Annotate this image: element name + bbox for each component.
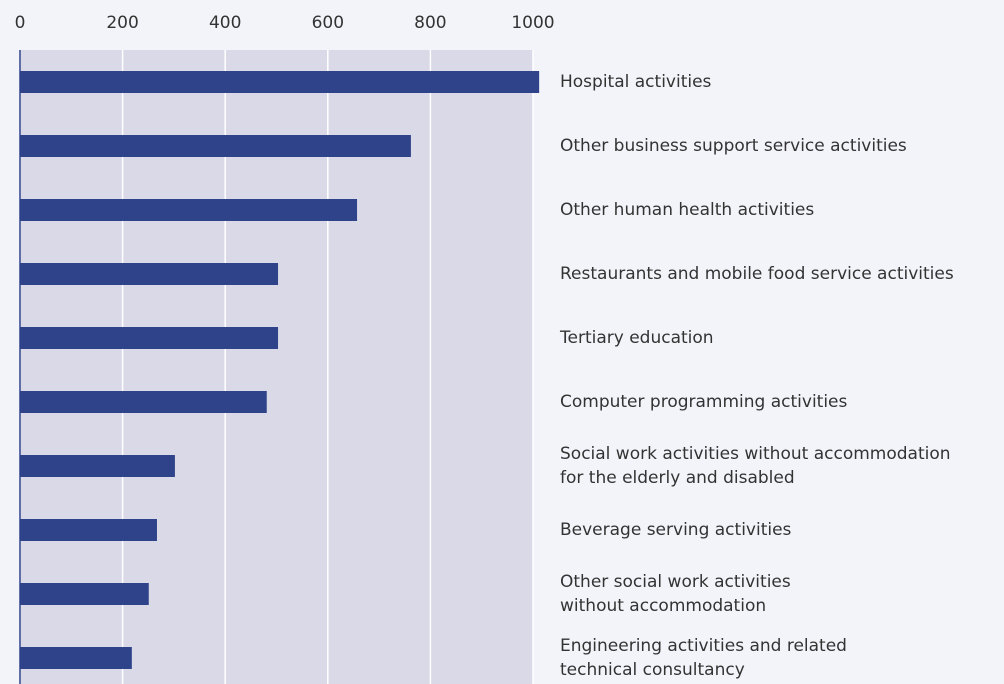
page: 02004006008001000 (() => { const data = …	[0, 0, 1004, 684]
bar	[20, 391, 267, 413]
category-label: Tertiary education	[560, 326, 714, 350]
x-tick-label: 800	[414, 13, 446, 33]
category-label: Beverage serving activities	[560, 518, 791, 542]
bar	[20, 199, 357, 221]
category-label: Social work activities without accommoda…	[560, 442, 951, 490]
category-label: Engineering activities and related techn…	[560, 634, 847, 682]
x-tick-label: 400	[209, 13, 241, 33]
bar	[20, 519, 157, 541]
bar	[20, 327, 278, 349]
category-label: Other social work activities without acc…	[560, 570, 791, 618]
category-label: Other human health activities	[560, 198, 814, 222]
x-tick-label: 600	[312, 13, 344, 33]
x-tick-label: 1000	[511, 13, 554, 33]
bar	[20, 263, 278, 285]
bar	[20, 135, 411, 157]
bar	[20, 647, 132, 669]
x-tick-label: 200	[106, 13, 138, 33]
bar	[20, 583, 149, 605]
chart: 0 200 400 600 800 1000	[0, 0, 1004, 684]
category-label: Computer programming activities	[560, 390, 847, 414]
bar	[20, 71, 539, 93]
x-tick-label: 0	[15, 13, 26, 33]
bar	[20, 455, 175, 477]
category-label: Restaurants and mobile food service acti…	[560, 262, 954, 286]
category-label: Other business support service activitie…	[560, 134, 907, 158]
category-label: Hospital activities	[560, 70, 711, 94]
